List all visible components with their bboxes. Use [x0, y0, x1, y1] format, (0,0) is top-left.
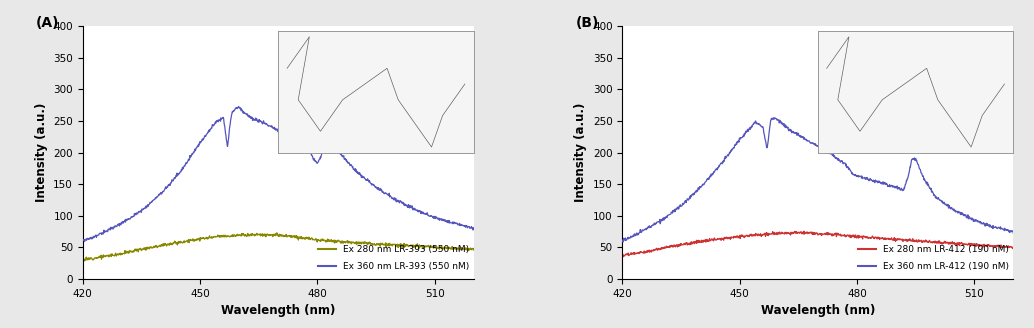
- X-axis label: Wavelength (nm): Wavelength (nm): [761, 304, 875, 317]
- Legend: Ex 280 nm LR-393 (550 nM), Ex 360 nm LR-393 (550 nM): Ex 280 nm LR-393 (550 nM), Ex 360 nm LR-…: [314, 242, 474, 274]
- Legend: Ex 280 nm LR-412 (190 nM), Ex 360 nm LR-412 (190 nM): Ex 280 nm LR-412 (190 nM), Ex 360 nm LR-…: [854, 242, 1012, 274]
- Y-axis label: Intensity (a.u.): Intensity (a.u.): [574, 103, 587, 202]
- Text: (A): (A): [36, 16, 59, 30]
- X-axis label: Wavelength (nm): Wavelength (nm): [221, 304, 335, 317]
- Y-axis label: Intensity (a.u.): Intensity (a.u.): [35, 103, 48, 202]
- Text: (B): (B): [575, 16, 599, 30]
